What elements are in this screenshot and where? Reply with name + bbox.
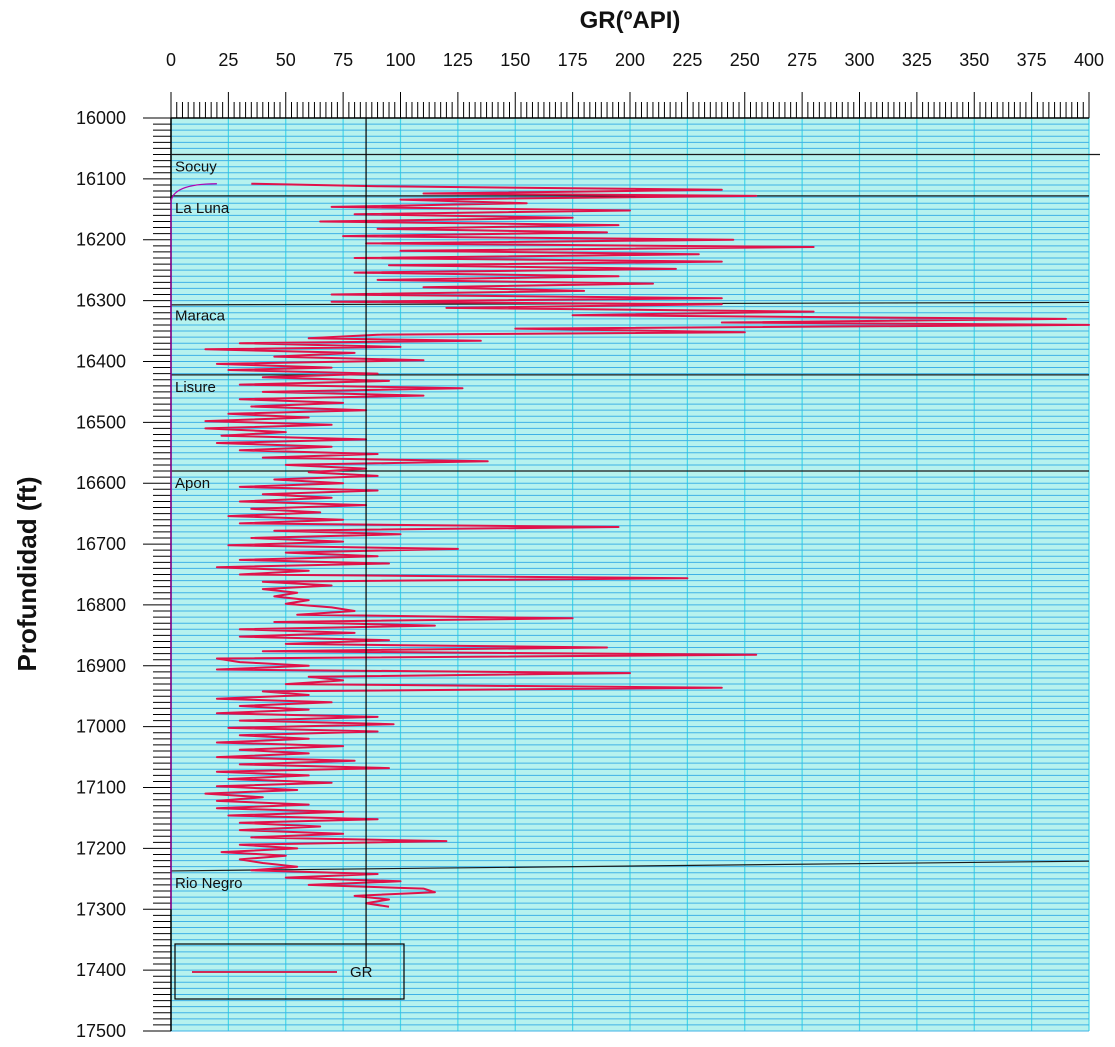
chart-title: GR(ºAPI) xyxy=(580,7,681,34)
y-tick-label: 16400 xyxy=(76,351,126,371)
formation-label: Rio Negro xyxy=(175,875,243,892)
x-tick-label: 350 xyxy=(959,50,989,70)
x-tick-label: 0 xyxy=(166,50,176,70)
y-tick-label: 16200 xyxy=(76,230,126,250)
x-tick-label: 275 xyxy=(787,50,817,70)
x-tick-label: 175 xyxy=(558,50,588,70)
x-tick-label: 25 xyxy=(218,50,238,70)
y-tick-label: 17100 xyxy=(76,778,126,798)
x-tick-label: 200 xyxy=(615,50,645,70)
y-axis-ticks: 16000 16100 16200 16300 16400 16500 16600 16700… xyxy=(76,108,171,1041)
y-tick-label: 16800 xyxy=(76,595,126,615)
x-tick-label: 375 xyxy=(1017,50,1047,70)
x-tick-label: 125 xyxy=(443,50,473,70)
y-tick-label: 16700 xyxy=(76,534,126,554)
x-tick-label: 250 xyxy=(730,50,760,70)
formation-label: Apon xyxy=(175,475,210,492)
x-tick-label: 325 xyxy=(902,50,932,70)
y-tick-label: 16900 xyxy=(76,656,126,676)
baseline-curve xyxy=(170,183,217,910)
y-tick-label: 16300 xyxy=(76,291,126,311)
y-axis-label: Profundidad (ft) xyxy=(12,477,42,672)
y-tick-label: 17500 xyxy=(76,1021,126,1041)
formation-boundaries: Socuy La Luna Maraca Lisure Apon Rio Negro xyxy=(170,153,1100,910)
y-tick-label: 16000 xyxy=(76,108,126,128)
formation-label: La Luna xyxy=(175,200,230,217)
y-tick-label: 16100 xyxy=(76,169,126,189)
legend: GR xyxy=(174,943,405,1000)
formation-label: Maraca xyxy=(175,308,226,325)
x-tick-label: 100 xyxy=(385,50,415,70)
x-axis-ticks: 0 25 50 75 100 125 150 175 200 225 250 275 300 325 350… xyxy=(166,50,1104,118)
y-tick-label: 17300 xyxy=(76,899,126,919)
x-tick-label: 50 xyxy=(276,50,296,70)
x-tick-label: 150 xyxy=(500,50,530,70)
formation-label: Lisure xyxy=(175,379,216,396)
legend-label-gr: GR xyxy=(350,964,373,981)
gr-series-line xyxy=(204,182,1090,908)
x-tick-label: 75 xyxy=(333,50,353,70)
gr-series xyxy=(204,182,1090,908)
y-tick-label: 17400 xyxy=(76,960,126,980)
x-tick-label: 300 xyxy=(844,50,874,70)
y-tick-label: 17200 xyxy=(76,838,126,858)
x-tick-label: 225 xyxy=(672,50,702,70)
formation-label: Socuy xyxy=(175,159,217,176)
legend-box xyxy=(174,943,405,1000)
y-tick-label: 16500 xyxy=(76,412,126,432)
x-tick-label: 400 xyxy=(1074,50,1104,70)
y-tick-label: 16600 xyxy=(76,473,126,493)
y-tick-label: 17000 xyxy=(76,717,126,737)
formation-top-line xyxy=(170,860,1090,872)
